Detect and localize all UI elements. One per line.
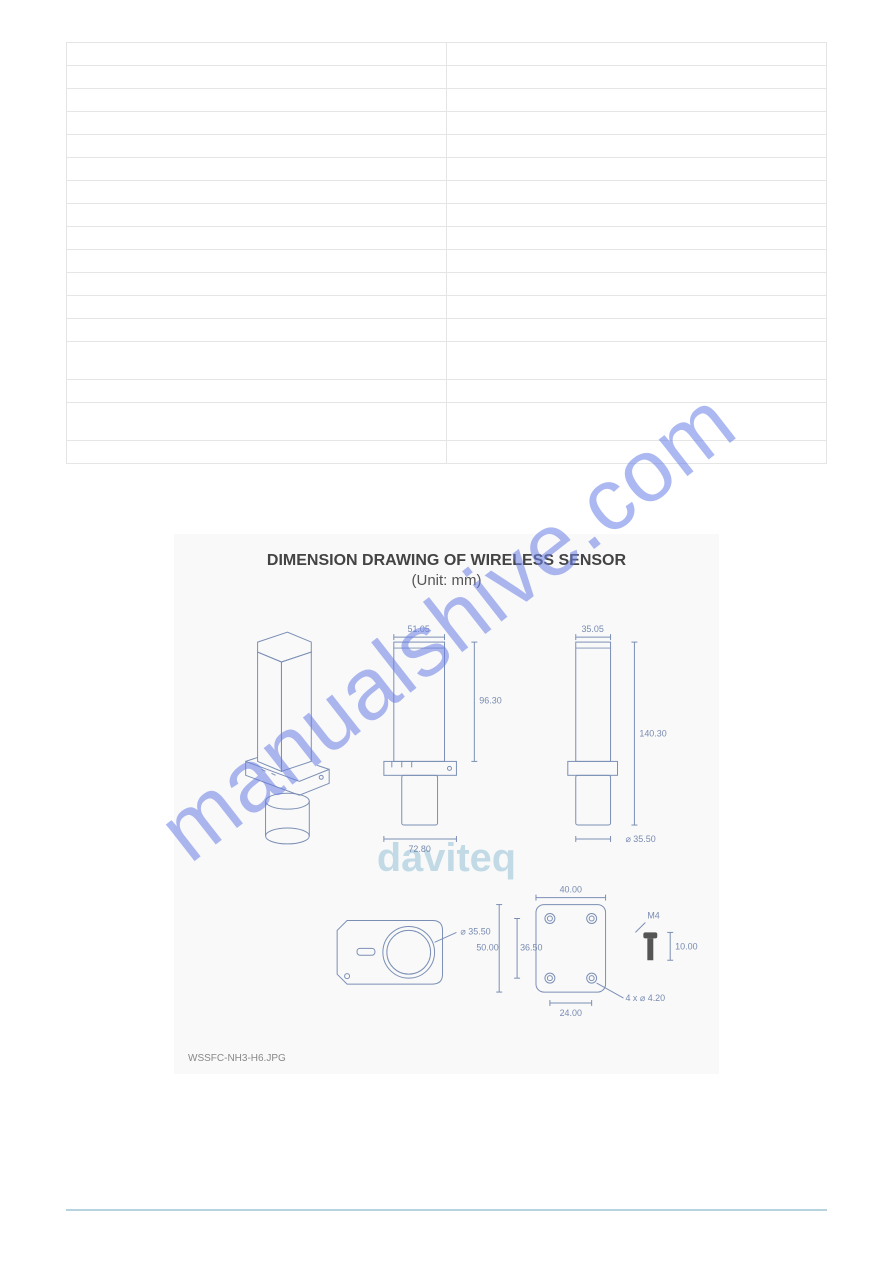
spec-cell-right xyxy=(447,112,827,135)
svg-text:4 x ⌀ 4.20: 4 x ⌀ 4.20 xyxy=(625,993,665,1003)
mount-plate: 40.00 50.00 xyxy=(476,885,697,1018)
svg-text:⌀ 35.50: ⌀ 35.50 xyxy=(625,834,655,844)
svg-text:40.00: 40.00 xyxy=(560,885,582,895)
m4-screw: M4 10.00 xyxy=(635,910,697,960)
spec-cell-left xyxy=(67,296,447,319)
table-row xyxy=(67,43,827,66)
spec-cell-right xyxy=(447,441,827,464)
spec-cell-left xyxy=(67,112,447,135)
spec-cell-left xyxy=(67,89,447,112)
spec-cell-right xyxy=(447,66,827,89)
spec-cell-right xyxy=(447,181,827,204)
table-row xyxy=(67,250,827,273)
spec-cell-left xyxy=(67,204,447,227)
spec-table xyxy=(66,42,827,464)
dim-35w: 35.05 xyxy=(576,624,611,640)
svg-text:140.30: 140.30 xyxy=(639,729,666,739)
spec-cell-right xyxy=(447,204,827,227)
dim-51: 51.05 xyxy=(394,624,445,640)
spec-cell-left xyxy=(67,135,447,158)
page-bottom-rule xyxy=(66,1209,827,1211)
spec-cell-left xyxy=(67,250,447,273)
dim-d35-side: ⌀ 35.50 xyxy=(576,834,656,844)
iso-view xyxy=(246,632,330,844)
table-row xyxy=(67,181,827,204)
spec-cell-left xyxy=(67,181,447,204)
diagram-box: DIMENSION DRAWING OF WIRELESS SENSOR (Un… xyxy=(174,534,719,1074)
table-row xyxy=(67,403,827,441)
spec-cell-left xyxy=(67,441,447,464)
spec-cell-right xyxy=(447,296,827,319)
spec-cell-right xyxy=(447,250,827,273)
side-view: 35.05 140.30 xyxy=(568,624,667,844)
diagram-title: DIMENSION DRAWING OF WIRELESS SENSOR xyxy=(188,552,705,570)
spec-cell-left xyxy=(67,66,447,89)
spec-cell-right xyxy=(447,43,827,66)
spec-cell-right xyxy=(447,227,827,250)
spec-cell-right xyxy=(447,380,827,403)
spec-cell-right xyxy=(447,319,827,342)
diagram-section: DIMENSION DRAWING OF WIRELESS SENSOR (Un… xyxy=(66,534,827,1074)
spec-cell-right xyxy=(447,342,827,380)
spec-cell-left xyxy=(67,273,447,296)
spec-cell-left xyxy=(67,342,447,380)
spec-cell-right xyxy=(447,158,827,181)
table-row xyxy=(67,112,827,135)
dim-24: 24.00 xyxy=(550,1000,592,1018)
table-row xyxy=(67,273,827,296)
diagram-subtitle: (Unit: mm) xyxy=(188,572,705,589)
table-row xyxy=(67,319,827,342)
svg-text:96.30: 96.30 xyxy=(479,696,501,706)
svg-text:⌀ 35.50: ⌀ 35.50 xyxy=(460,926,490,936)
front-view: 51.05 96.30 xyxy=(384,624,502,854)
spec-cell-right xyxy=(447,135,827,158)
table-row xyxy=(67,66,827,89)
spec-cell-left xyxy=(67,380,447,403)
table-row xyxy=(67,89,827,112)
spec-cell-left xyxy=(67,319,447,342)
svg-text:51.05: 51.05 xyxy=(407,624,429,634)
table-row xyxy=(67,380,827,403)
dim-40: 40.00 xyxy=(536,885,606,901)
svg-text:50.00: 50.00 xyxy=(476,942,498,952)
spec-cell-right xyxy=(447,89,827,112)
brand-watermark: daviteq xyxy=(377,836,516,880)
table-row xyxy=(67,441,827,464)
dim-50-36: 50.00 36.50 xyxy=(476,905,542,992)
spec-cell-left xyxy=(67,227,447,250)
spec-cell-left xyxy=(67,158,447,181)
table-row xyxy=(67,227,827,250)
dimension-drawing: daviteq xyxy=(188,601,705,1061)
svg-text:36.50: 36.50 xyxy=(520,942,542,952)
table-row xyxy=(67,296,827,319)
spec-cell-left xyxy=(67,43,447,66)
spec-cell-right xyxy=(447,403,827,441)
table-row xyxy=(67,204,827,227)
spec-cell-right xyxy=(447,273,827,296)
table-row xyxy=(67,135,827,158)
svg-text:24.00: 24.00 xyxy=(560,1008,582,1018)
svg-text:M4: M4 xyxy=(647,910,659,920)
diagram-file-label: WSSFC-NH3-H6.JPG xyxy=(188,1053,286,1064)
svg-text:35.05: 35.05 xyxy=(581,624,603,634)
svg-text:72.80: 72.80 xyxy=(408,844,430,854)
dim-96: 96.30 xyxy=(471,642,501,761)
svg-text:10.00: 10.00 xyxy=(675,941,697,951)
table-row xyxy=(67,158,827,181)
bottom-view: ⌀ 35.50 xyxy=(337,920,491,984)
dim-140: 140.30 xyxy=(631,642,666,825)
table-row xyxy=(67,342,827,380)
spec-cell-left xyxy=(67,403,447,441)
page-content: DIMENSION DRAWING OF WIRELESS SENSOR (Un… xyxy=(0,0,893,1074)
